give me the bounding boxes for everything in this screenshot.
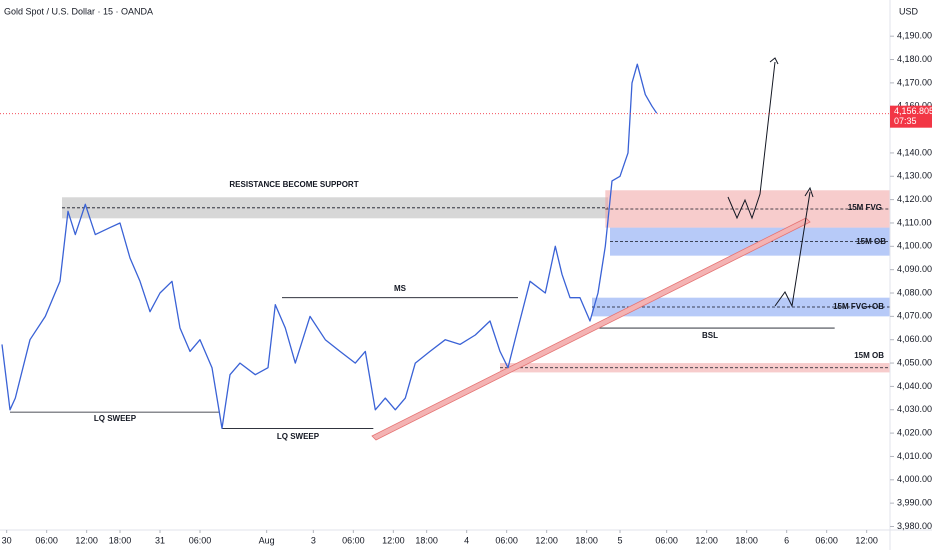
x-tick-label: 12:00	[695, 535, 718, 545]
x-tick-label: 30	[2, 535, 12, 545]
zone	[592, 297, 890, 317]
x-tick-label: Aug	[259, 535, 275, 545]
y-tick-label: 4,140.000	[897, 147, 932, 157]
projections	[727, 57, 814, 308]
arrow-head	[769, 57, 779, 65]
trendline	[371, 217, 811, 441]
level-label: MS	[394, 284, 407, 293]
arrow-head	[804, 186, 814, 198]
price-line	[1, 63, 658, 430]
zone-label: 15M OB	[856, 237, 886, 246]
y-tick-label: 4,040.000	[897, 381, 932, 391]
level-label: LQ SWEEP	[277, 432, 320, 441]
projection-arrow	[774, 191, 811, 308]
x-tick-label: 06:00	[342, 535, 365, 545]
level-label: LQ SWEEP	[94, 414, 137, 423]
y-tick-label: 4,090.000	[897, 264, 932, 274]
x-tick-label: 12:00	[855, 535, 878, 545]
level-label: BSL	[702, 331, 718, 340]
last-price-label: 4,156.805	[894, 106, 932, 116]
axes: 3,980.000 3,990.000 4,000.000 4,010.000 4,02…	[0, 31, 932, 545]
y-tick-label: 4,180.000	[897, 54, 932, 64]
x-tick-label: 06:00	[655, 535, 678, 545]
y-tick-label: 4,070.000	[897, 311, 932, 321]
x-tick-label: 3	[311, 535, 316, 545]
countdown: 07:35	[894, 116, 917, 126]
zone-label: 15M OB	[854, 351, 884, 360]
projection-arrow	[727, 61, 776, 220]
zone-label: 15M FVG+OB	[833, 302, 884, 311]
y-tick-label: 4,130.000	[897, 171, 932, 181]
levels	[10, 297, 835, 429]
currency: USD	[899, 6, 919, 16]
zone-label: 15M FVG	[848, 203, 882, 212]
chart-title: Gold Spot / U.S. Dollar · 15 · OANDA	[4, 6, 153, 16]
y-tick-label: 4,110.000	[897, 217, 932, 227]
x-tick-label: 18:00	[575, 535, 598, 545]
zones	[62, 190, 890, 373]
x-tick-label: 06:00	[495, 535, 518, 545]
y-tick-label: 4,190.000	[897, 31, 932, 41]
y-tick-label: 4,120.000	[897, 194, 932, 204]
x-tick-label: 12:00	[75, 535, 98, 545]
y-tick-label: 4,030.000	[897, 404, 932, 414]
x-tick-label: 31	[155, 535, 165, 545]
x-tick-label: 06:00	[35, 535, 58, 545]
x-tick-label: 18:00	[735, 535, 758, 545]
x-tick-label: 06:00	[815, 535, 838, 545]
y-tick-label: 4,080.000	[897, 287, 932, 297]
x-tick-label: 18:00	[109, 535, 132, 545]
y-tick-label: 3,990.000	[897, 498, 932, 508]
x-tick-label: 12:00	[535, 535, 558, 545]
y-tick-label: 4,060.000	[897, 334, 932, 344]
last-price-box	[890, 105, 932, 128]
y-tick-label: 3,980.000	[897, 521, 932, 531]
y-tick-label: 4,010.000	[897, 451, 932, 461]
y-tick-label: 4,050.000	[897, 357, 932, 367]
x-tick-label: 12:00	[382, 535, 405, 545]
y-tick-label: 4,170.000	[897, 77, 932, 87]
zone-label: RESISTANCE BECOME SUPPORT	[229, 180, 358, 189]
x-tick-label: 18:00	[415, 535, 438, 545]
y-tick-label: 4,020.000	[897, 427, 932, 437]
y-tick-label: 4,000.000	[897, 474, 932, 484]
series	[1, 63, 658, 430]
y-tick-label: 4,100.000	[897, 241, 932, 251]
x-tick-label: 06:00	[189, 535, 212, 545]
x-tick-label: 5	[617, 535, 622, 545]
y-tick-label: 4,160.000	[897, 101, 932, 111]
x-tick-label: 4	[464, 535, 469, 545]
x-tick-label: 6	[784, 535, 789, 545]
